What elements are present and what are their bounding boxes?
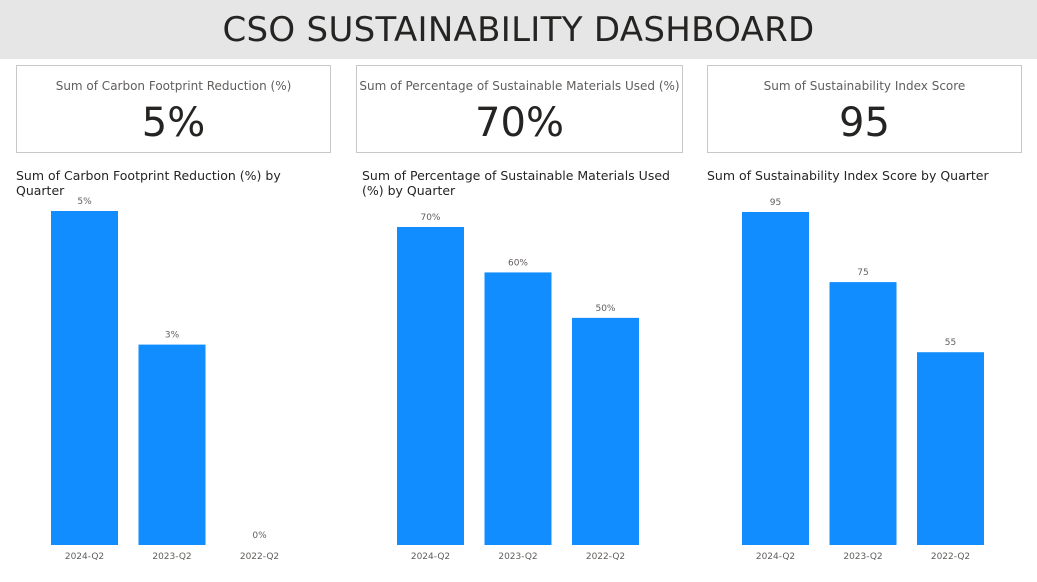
kpi-card-carbon-reduction[interactable]: Sum of Carbon Footprint Reduction (%) 5% xyxy=(16,65,331,153)
chart-title: Sum of Carbon Footprint Reduction (%) by… xyxy=(16,168,281,198)
dashboard-header: CSO SUSTAINABILITY DASHBOARD xyxy=(0,0,1037,59)
x-tick-label: 2022-Q2 xyxy=(931,552,970,562)
data-label: 70% xyxy=(420,213,440,223)
x-tick-label: 2023-Q2 xyxy=(498,552,537,562)
kpi-card-value: 70% xyxy=(475,100,564,146)
bar-chart-carbon-reduction-by-quarter[interactable]: Sum of Carbon Footprint Reduction (%) by… xyxy=(16,163,336,582)
chart-title: Sum of Sustainability Index Score by Qua… xyxy=(707,168,989,183)
kpi-card-label: Sum of Carbon Footprint Reduction (%) xyxy=(55,79,292,93)
kpi-card-value: 5% xyxy=(141,100,206,146)
kpi-card-value: 95 xyxy=(839,100,890,146)
data-label: 55 xyxy=(945,338,956,348)
chart-plot-area: 70% 2024-Q2 60% 2023-Q2 50% 2022-Q2 xyxy=(397,213,639,562)
kpi-card-sustainability-index[interactable]: Sum of Sustainability Index Score 95 xyxy=(707,65,1022,153)
bar-2022-Q2[interactable] xyxy=(917,352,984,545)
data-label: 0% xyxy=(252,531,267,541)
bar-2024-Q2[interactable] xyxy=(742,212,809,545)
bar-2023-Q2[interactable] xyxy=(138,344,206,545)
bar-chart-sustainability-index-by-quarter[interactable]: Sum of Sustainability Index Score by Qua… xyxy=(707,163,1027,582)
kpi-card-label: Sum of Sustainability Index Score xyxy=(763,79,966,93)
bar-2024-Q2[interactable] xyxy=(397,227,464,545)
x-tick-label: 2024-Q2 xyxy=(65,552,104,562)
chart-plot-area: 95 2024-Q2 75 2023-Q2 55 2022-Q2 xyxy=(742,198,984,562)
dashboard-title: CSO SUSTAINABILITY DASHBOARD xyxy=(222,9,815,50)
data-label: 75 xyxy=(857,268,868,278)
bar-2024-Q2[interactable] xyxy=(51,211,118,545)
data-label: 50% xyxy=(595,304,615,314)
kpi-card-sustainable-materials[interactable]: Sum of Percentage of Sustainable Materia… xyxy=(356,65,683,153)
x-tick-label: 2022-Q2 xyxy=(586,552,625,562)
x-tick-label: 2022-Q2 xyxy=(240,552,279,562)
data-label: 60% xyxy=(508,258,528,268)
x-tick-label: 2024-Q2 xyxy=(756,552,795,562)
bar-2023-Q2[interactable] xyxy=(829,282,897,545)
bar-chart-sustainable-materials-by-quarter[interactable]: Sum of Percentage of Sustainable Materia… xyxy=(362,163,682,582)
x-tick-label: 2024-Q2 xyxy=(411,552,450,562)
chart-plot-area: 5% 2024-Q2 3% 2023-Q2 0% 2022-Q2 xyxy=(51,197,279,562)
data-label: 5% xyxy=(77,197,92,207)
data-label: 95 xyxy=(770,198,781,208)
kpi-card-label: Sum of Percentage of Sustainable Materia… xyxy=(359,79,680,93)
chart-title: Sum of Percentage of Sustainable Materia… xyxy=(362,168,670,198)
bar-2023-Q2[interactable] xyxy=(484,272,552,545)
x-tick-label: 2023-Q2 xyxy=(843,552,882,562)
data-label: 3% xyxy=(165,331,180,341)
x-tick-label: 2023-Q2 xyxy=(152,552,191,562)
bar-2022-Q2[interactable] xyxy=(572,317,639,545)
